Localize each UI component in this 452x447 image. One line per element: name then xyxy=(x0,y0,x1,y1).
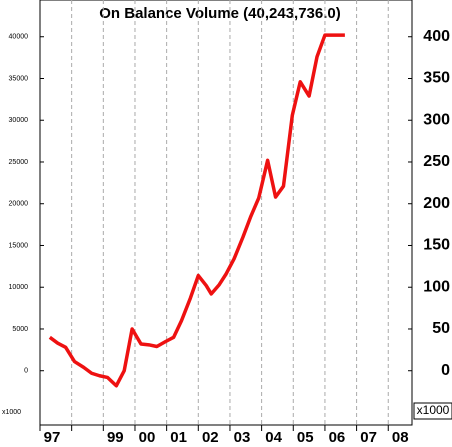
x-tick-label: 97 xyxy=(44,429,61,446)
x-tick-label: 07 xyxy=(360,429,377,446)
y2-unit: x1000 xyxy=(417,403,450,417)
y2-tick-label: 300 xyxy=(423,111,450,128)
x-tick-label: 99 xyxy=(107,429,124,446)
y-tick-label: 35000 xyxy=(9,75,29,82)
y2-tick-label: 100 xyxy=(423,278,450,295)
y-tick-label: 40000 xyxy=(9,34,29,41)
x-tick-label: 02 xyxy=(202,429,219,446)
y-tick-label: 15000 xyxy=(9,242,29,249)
y2-tick-label: 0 xyxy=(441,362,450,379)
y2-tick-label: 400 xyxy=(423,28,450,45)
y2-tick-label: 350 xyxy=(423,70,450,87)
y2-tick-label: 150 xyxy=(423,237,450,254)
line-series xyxy=(48,33,345,388)
y2-unit-box xyxy=(413,402,452,420)
x-tick-label: 01 xyxy=(170,429,187,446)
y-tick-label: 0 xyxy=(24,368,28,375)
y-tick-label: 25000 xyxy=(9,159,29,166)
plot-frame xyxy=(39,0,413,426)
x-tick-label: 04 xyxy=(265,429,282,446)
y-tick-label: 20000 xyxy=(9,201,29,208)
y-tick-label: 5000 xyxy=(12,326,28,333)
y-tick-label: 10000 xyxy=(9,284,29,291)
y2-tick-label: 50 xyxy=(432,320,450,337)
y2-tick-label: 250 xyxy=(423,153,450,170)
x-tick-label: 03 xyxy=(234,429,251,446)
y2-tick-label: 200 xyxy=(423,195,450,212)
y-unit: x1000 xyxy=(2,409,21,416)
x-tick-label: 06 xyxy=(329,429,346,446)
chart-title: On Balance Volume (40,243,736.0) xyxy=(99,5,341,22)
x-tick-label: 00 xyxy=(139,429,156,446)
x-tick-label: 08 xyxy=(392,429,409,446)
x-tick-label: 05 xyxy=(297,429,314,446)
y-tick-label: 30000 xyxy=(9,117,29,124)
